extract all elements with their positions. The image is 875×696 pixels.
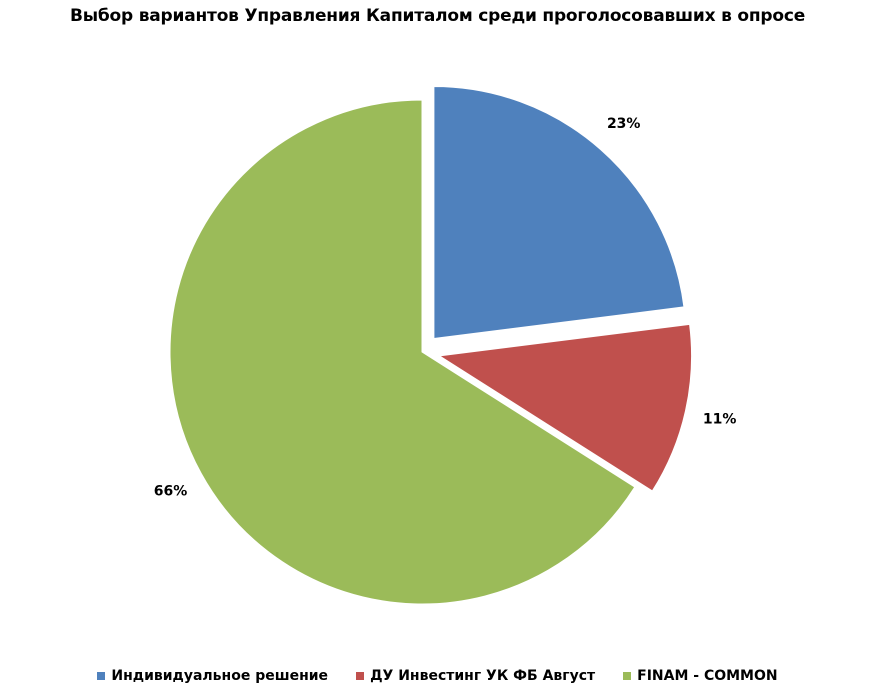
pie-slice-du-investing [438, 323, 693, 492]
legend-item-finam: FINAM - COMMON [623, 668, 778, 684]
pie-slice-finam [169, 99, 636, 605]
legend-label-individual: Индивидуальное решение [111, 668, 329, 684]
legend-item-individual: Индивидуальное решение [97, 668, 328, 684]
legend-item-du-investing: ДУ Инвестинг УК ФБ Август [356, 668, 595, 684]
chart-title: Выбор вариантов Управления Капиталом сре… [69, 6, 806, 26]
data-label-individual: 23% [607, 116, 641, 132]
legend-swatch-finam [623, 672, 632, 680]
legend-label-du-investing: ДУ Инвестинг УК ФБ Август [370, 668, 596, 684]
legend-swatch-du-investing [356, 672, 365, 680]
legend: Индивидуальное решение ДУ Инвестинг УК Ф… [0, 668, 875, 684]
legend-swatch-individual [97, 672, 106, 680]
data-label-finam: 66% [154, 483, 188, 499]
legend-label-finam: FINAM - COMMON [637, 668, 778, 684]
data-label-du-investing: 11% [703, 412, 737, 428]
pie-slice-individual [433, 85, 685, 340]
pie-chart: 23% 11% 66% [154, 85, 737, 605]
